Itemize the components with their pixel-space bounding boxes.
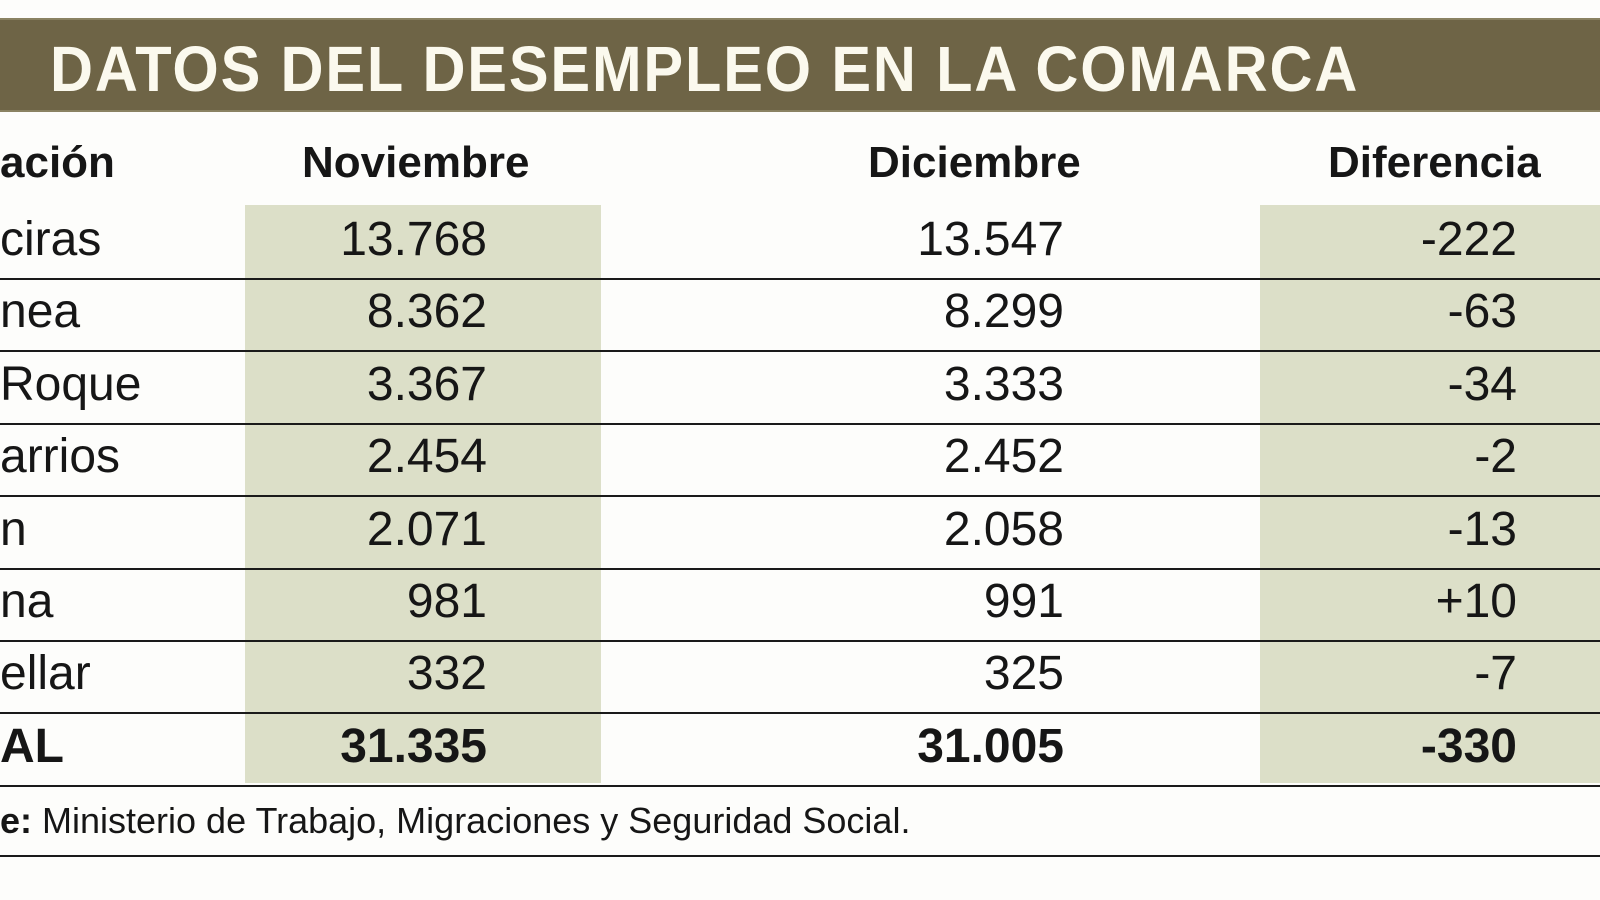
cell-nov: 8.362	[366, 285, 487, 339]
cell-nov: 13.768	[340, 213, 487, 266]
cell-name: nea	[0, 285, 81, 339]
cell-dic: 8.299	[943, 285, 1064, 339]
table-row: ciras 13.768 13.547 -222	[0, 206, 1600, 280]
header-diferencia: Diferencia	[1328, 138, 1541, 187]
cell-name: na	[0, 575, 54, 628]
table-row: n 2.071 2.058 -13	[0, 496, 1600, 570]
source-text: Ministerio de Trabajo, Migraciones y Seg…	[32, 800, 911, 841]
cell-dif: -2	[1474, 430, 1517, 484]
cell-name: n	[0, 502, 27, 556]
source-note: e: Ministerio de Trabajo, Migraciones y …	[0, 800, 910, 842]
table-row: na 981 991 +10	[0, 568, 1600, 642]
cell-name: arrios	[0, 430, 121, 484]
cell-nov: 3.367	[366, 357, 487, 411]
table-row: ellar 332 325 -7	[0, 640, 1600, 715]
cell-dif: -34	[1447, 357, 1517, 411]
cell-dic: 325	[983, 647, 1064, 701]
cell-dic: 991	[983, 575, 1064, 628]
cell-dic: 31.005	[917, 719, 1064, 773]
cell-dif: -330	[1420, 719, 1517, 773]
cell-name: ciras	[0, 213, 102, 266]
table-row: Roque 3.367 3.333 -34	[0, 351, 1600, 425]
cell-dif: -63	[1447, 285, 1517, 339]
cell-dif: -7	[1474, 647, 1517, 701]
cell-dif: -13	[1447, 502, 1517, 556]
cell-dif: -222	[1420, 213, 1517, 266]
total-row: AL 31.335 31.005 -330	[0, 713, 1600, 787]
cell-dic: 3.333	[943, 357, 1064, 411]
cell-nov: 31.335	[340, 719, 487, 773]
cell-name: AL	[0, 719, 64, 773]
header-diciembre: Diciembre	[868, 138, 1081, 187]
cell-nov: 981	[406, 575, 487, 628]
cell-name: ellar	[0, 647, 91, 701]
source-label: e:	[0, 800, 33, 841]
cell-dic: 2.058	[943, 502, 1064, 556]
diferencia-column-shade	[1260, 205, 1600, 783]
cell-dif: +10	[1435, 575, 1517, 628]
page-title: DATOS DEL DESEMPLEO EN LA COMARCA	[50, 33, 1360, 105]
cell-dic: 13.547	[917, 213, 1064, 266]
header-location: ación	[0, 138, 115, 187]
noviembre-column-shade	[245, 205, 601, 783]
cell-nov: 2.071	[366, 502, 487, 556]
cell-nov: 332	[406, 647, 487, 701]
divider	[0, 855, 1600, 857]
table-row: nea 8.362 8.299 -63	[0, 278, 1600, 353]
cell-nov: 2.454	[366, 430, 487, 484]
table-row: arrios 2.454 2.452 -2	[0, 423, 1600, 498]
header-noviembre: Noviembre	[302, 138, 530, 187]
title-banner: DATOS DEL DESEMPLEO EN LA COMARCA	[0, 18, 1600, 112]
cell-name: Roque	[0, 357, 142, 411]
cell-dic: 2.452	[943, 430, 1064, 484]
